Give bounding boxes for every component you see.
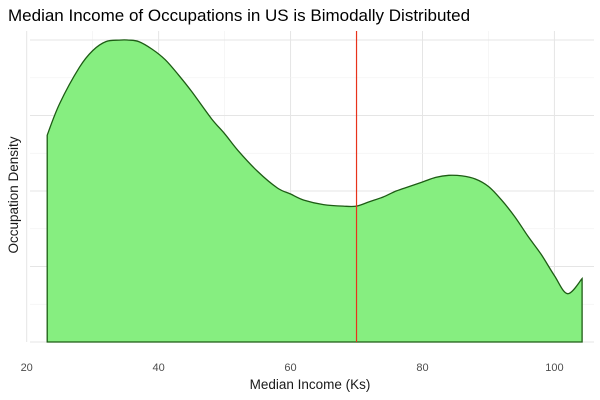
x-tick-label: 20 xyxy=(21,362,33,374)
y-axis-title: Occupation Density xyxy=(6,136,21,253)
x-tick-label: 100 xyxy=(545,362,563,374)
chart-title: Median Income of Occupations in US is Bi… xyxy=(8,6,470,25)
density-area xyxy=(46,39,583,343)
x-axis-title: Median Income (Ks) xyxy=(250,377,371,392)
x-tick-label: 80 xyxy=(416,362,428,374)
x-axis-ticks: 20 40 60 80 100 xyxy=(21,362,564,374)
x-tick-label: 60 xyxy=(284,362,296,374)
x-tick-label: 40 xyxy=(153,362,165,374)
